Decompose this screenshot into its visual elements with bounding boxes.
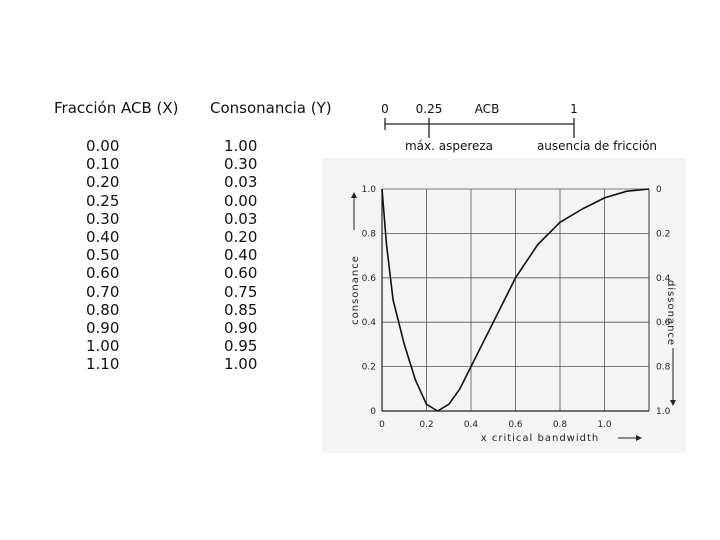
y-tick-label-left: 0.4 <box>362 318 377 328</box>
x-tick-label: 0.2 <box>419 420 433 430</box>
table-y-value: 0.90 <box>224 319 258 338</box>
acb-label-0: 0 <box>381 102 389 116</box>
y-tick-label-right: 0.8 <box>656 363 671 373</box>
table-x-value: 1.00 <box>86 337 120 356</box>
table-y-value: 0.75 <box>224 282 258 301</box>
y-tick-label-right: 1.0 <box>656 407 671 417</box>
chart-panel: 0 0.2 0.4 0.6 0.8 1.0 0 1.0 0.2 0.8 0.4 0.6 0.6 0.4 0.… <box>322 158 686 453</box>
y-tick-label-left: 0.6 <box>362 274 377 284</box>
table-x-value: 0.25 <box>86 191 120 210</box>
x-tick-label: 0.8 <box>553 420 568 430</box>
y-axis-label-right: dissonance <box>665 280 676 346</box>
y-axis-arrowhead-right <box>670 400 676 406</box>
table-x-value: 0.60 <box>86 264 120 283</box>
x-tick-label: 0.4 <box>464 420 479 430</box>
table-x-value: 0.20 <box>86 173 120 192</box>
table-y-column: 1.00 0.30 0.03 0.00 0.03 0.20 0.40 0.60 0.75 0.85… <box>224 137 257 374</box>
table-y-value: 0.30 <box>224 155 258 174</box>
x-axis-arrowhead <box>636 435 642 441</box>
table-x-value: 0.10 <box>86 155 120 174</box>
table-y-value: 0.03 <box>224 209 258 228</box>
x-axis-label: x critical bandwidth <box>481 433 600 444</box>
acb-label-acb: ACB <box>475 102 500 116</box>
y-tick-label-right: 0 <box>656 185 662 195</box>
y-tick-label-left: 1.0 <box>362 185 377 195</box>
consonance-curve <box>381 188 650 412</box>
table-y-value: 0.40 <box>224 246 258 265</box>
table-y-value: 1.00 <box>224 137 258 155</box>
table-y-value: 0.95 <box>224 337 258 356</box>
acb-label-025: 0.25 <box>416 102 443 116</box>
table-x-header: Fracción ACB (X) <box>54 99 179 117</box>
table-x-value: 0.80 <box>86 300 120 319</box>
acb-scale: 0 0.25 ACB 1 máx. aspereza ausencia de f… <box>381 102 657 153</box>
acb-label-max-roughness: máx. aspereza <box>405 139 493 153</box>
y-tick-label-right: 0.6 <box>656 318 671 328</box>
y-axis-label-left: consonance <box>350 255 361 325</box>
table-x-value: 0.50 <box>86 246 120 265</box>
acb-label-absence: ausencia de fricción <box>537 139 657 153</box>
table-y-value: 1.00 <box>224 355 258 374</box>
table-x-value: 0.90 <box>86 319 120 338</box>
y-tick-label-right: 0.2 <box>656 229 670 239</box>
table-x-value: 0.40 <box>86 228 120 247</box>
table-x-value: 0.30 <box>86 209 120 228</box>
table-x-value: 1.10 <box>86 355 120 374</box>
y-tick-label-left: 0.8 <box>362 229 377 239</box>
x-tick-label: 1.0 <box>597 420 612 430</box>
consonance-chart: 0 0.2 0.4 0.6 0.8 1.0 0 1.0 0.2 0.8 0.4 0.6 0.6 0.4 0.… <box>350 185 676 444</box>
table-y-value: 0.60 <box>224 264 258 283</box>
table-x-column: 0.00 0.10 0.20 0.25 0.30 0.40 0.50 0.60 0.70 0.80… <box>86 137 119 374</box>
table-y-value: 0.03 <box>224 173 258 192</box>
x-tick-label: 0 <box>379 420 385 430</box>
table-y-header: Consonancia (Y) <box>210 99 332 117</box>
table-y-value: 0.20 <box>224 228 258 247</box>
table-x-value: 0.70 <box>86 282 120 301</box>
table-y-value: 0.85 <box>224 300 258 319</box>
table-y-value: 0.00 <box>224 191 258 210</box>
y-tick-label-right: 0.4 <box>656 274 671 284</box>
acb-label-1: 1 <box>570 102 578 116</box>
x-tick-label: 0.6 <box>508 420 523 430</box>
y-tick-label-left: 0.2 <box>362 363 376 373</box>
y-axis-arrowhead-left <box>351 192 357 198</box>
table-x-value: 0.00 <box>86 137 120 155</box>
y-tick-label-left: 0 <box>370 407 376 417</box>
